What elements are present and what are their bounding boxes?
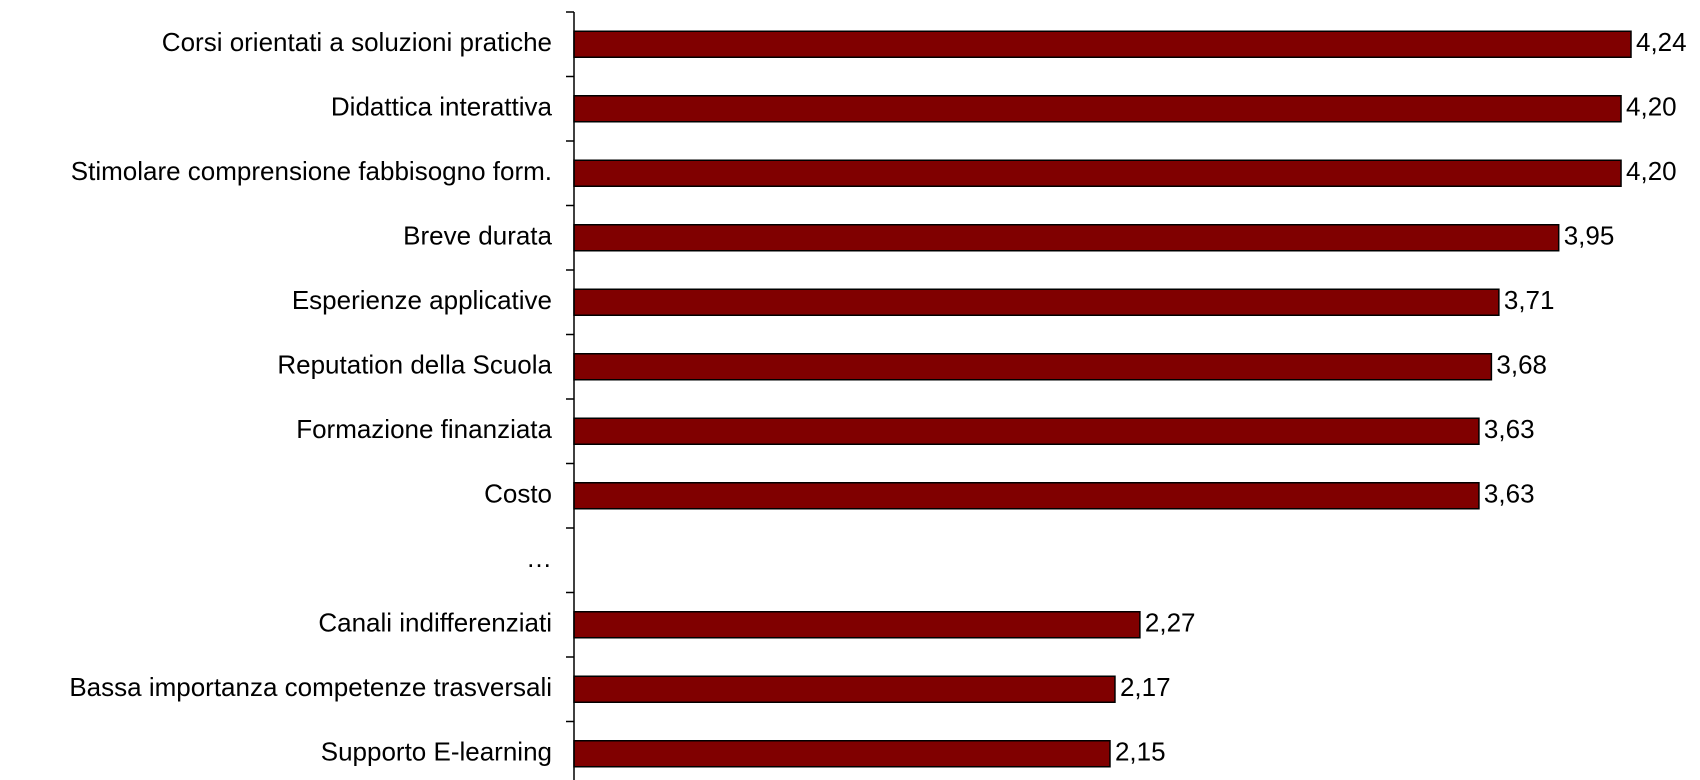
category-label: Breve durata xyxy=(403,221,552,251)
bars xyxy=(573,30,1632,768)
category-label: Reputation della Scuola xyxy=(277,350,552,380)
bar xyxy=(573,30,1632,58)
data-label: 3,95 xyxy=(1564,221,1615,251)
category-label: Stimolare comprensione fabbisogno form. xyxy=(71,156,552,186)
data-label: 4,20 xyxy=(1626,92,1677,122)
data-label: 3,63 xyxy=(1484,414,1535,444)
data-label: 3,71 xyxy=(1504,285,1555,315)
bar xyxy=(573,159,1622,187)
category-label: Corsi orientati a soluzioni pratiche xyxy=(162,27,552,57)
data-label: 4,20 xyxy=(1626,156,1677,186)
data-label: 2,27 xyxy=(1145,608,1196,638)
data-label: 4,24 xyxy=(1636,27,1687,57)
category-label: Didattica interattiva xyxy=(331,92,553,122)
bar xyxy=(573,675,1116,703)
bar xyxy=(573,611,1141,639)
data-label: 2,15 xyxy=(1115,737,1166,767)
category-label: Esperienze applicative xyxy=(292,285,552,315)
category-label: Supporto E-learning xyxy=(321,737,552,767)
category-label: … xyxy=(526,543,552,573)
bar xyxy=(573,482,1480,510)
category-label: Formazione finanziata xyxy=(296,414,552,444)
category-label: Bassa importanza competenze trasversali xyxy=(69,672,552,702)
category-labels: Corsi orientati a soluzioni pratiche Dida… xyxy=(69,27,552,767)
bar xyxy=(573,224,1560,252)
data-label: 2,17 xyxy=(1120,672,1171,702)
axis-ticks xyxy=(566,11,574,723)
data-labels: 4,24 4,20 4,20 3,95 3,71 3,68 3,63 3,63 2,27 2,17… xyxy=(1115,27,1687,767)
category-label: Costo xyxy=(484,479,552,509)
bar xyxy=(573,740,1111,768)
data-label: 3,68 xyxy=(1496,350,1547,380)
category-label: Canali indifferenziati xyxy=(318,608,552,638)
bar xyxy=(573,288,1500,316)
bar xyxy=(573,95,1622,123)
data-label: 3,63 xyxy=(1484,479,1535,509)
bar xyxy=(573,417,1480,445)
bar xyxy=(573,353,1493,381)
